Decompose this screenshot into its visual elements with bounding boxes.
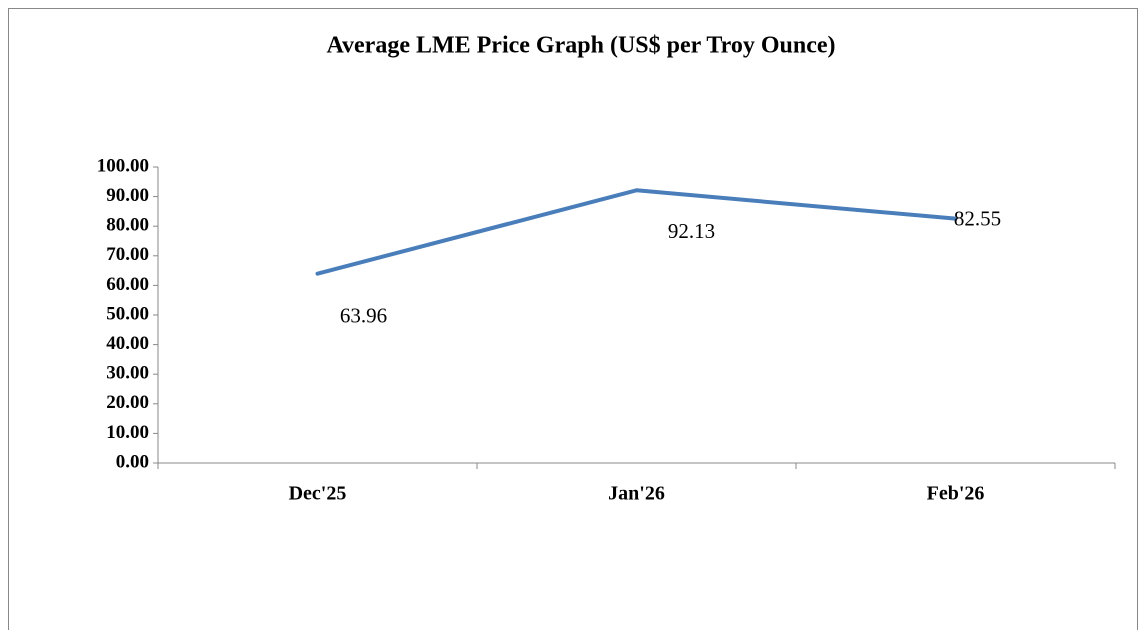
data-label: 82.55 [954,206,1001,230]
y-tick-label: 0.00 [116,451,149,472]
chart-title: Average LME Price Graph (US$ per Troy Ou… [326,33,835,59]
y-tick-label: 40.00 [106,333,149,354]
y-tick-label: 30.00 [106,363,149,384]
x-tick-label: Feb'26 [927,483,985,505]
chart-border [8,8,1138,630]
x-tick-label: Jan'26 [608,483,665,505]
y-tick-label: 70.00 [106,244,149,265]
y-tick-label: 80.00 [106,215,149,236]
y-tick-label: 90.00 [106,185,149,206]
y-tick-label: 10.00 [106,422,149,443]
x-tick-label: Dec'25 [289,483,347,505]
y-tick-label: 60.00 [106,274,149,295]
y-tick-label: 50.00 [106,303,149,324]
y-tick-label: 20.00 [106,392,149,413]
data-label: 92.13 [668,219,715,243]
y-tick-label: 100.00 [97,155,149,176]
line-series [315,188,958,276]
data-label: 63.96 [340,303,387,327]
